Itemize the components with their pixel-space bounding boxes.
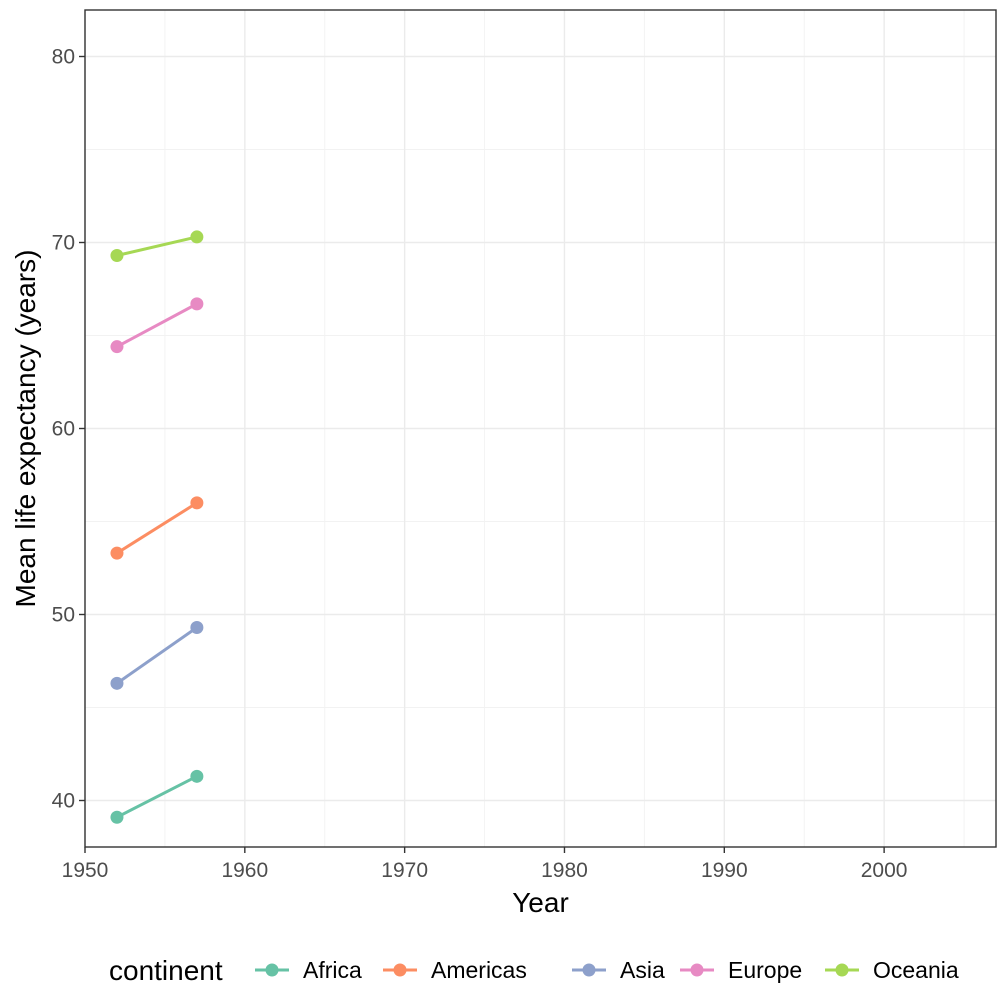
y-tick-label: 70 — [52, 232, 75, 255]
x-tick-label: 2000 — [861, 859, 908, 882]
series-line-europe — [116, 302, 198, 348]
legend-label: Europe — [728, 957, 802, 983]
legend-label: Africa — [303, 957, 362, 983]
legend-label: Oceania — [873, 957, 959, 983]
x-tick-label: 1970 — [381, 859, 428, 882]
data-point-africa — [110, 810, 124, 824]
y-axis: 40 50 60 70 80 — [52, 46, 85, 813]
legend-item-africa: Africa — [255, 957, 362, 983]
series-layer — [110, 230, 204, 824]
x-tick-label: 1990 — [701, 859, 748, 882]
data-point-europe — [190, 297, 204, 311]
x-axis: 1950 1960 1970 1980 1990 2000 — [62, 847, 908, 882]
data-point-europe — [110, 340, 124, 354]
legend-title: continent — [109, 955, 223, 986]
legend-label: Americas — [431, 957, 527, 983]
data-point-oceania — [190, 230, 204, 244]
series-americas — [110, 496, 204, 560]
data-point-oceania — [110, 249, 124, 263]
data-point-americas — [110, 546, 124, 560]
x-tick-label: 1950 — [62, 859, 109, 882]
legend-key-point — [690, 963, 704, 977]
data-point-asia — [110, 676, 124, 690]
series-line-asia — [116, 626, 198, 685]
legend-key-point — [265, 963, 279, 977]
x-axis-title: Year — [512, 887, 569, 918]
series-oceania — [110, 230, 204, 263]
series-line-oceania — [116, 235, 198, 257]
y-tick-label: 40 — [52, 790, 75, 813]
legend-key-point — [582, 963, 596, 977]
legend-item-europe: Europe — [680, 957, 802, 983]
series-line-americas — [116, 501, 198, 555]
legend-label: Asia — [620, 957, 665, 983]
series-africa — [110, 769, 204, 824]
legend-item-asia: Asia — [572, 957, 665, 983]
series-asia — [110, 621, 204, 690]
legend-key-point — [393, 963, 407, 977]
data-point-asia — [190, 621, 204, 635]
y-tick-label: 50 — [52, 604, 75, 627]
x-tick-label: 1980 — [541, 859, 588, 882]
legend: continent Africa Americas Asia Europe Oceani… — [109, 955, 959, 986]
data-point-africa — [190, 769, 204, 783]
series-europe — [110, 297, 204, 354]
series-line-africa — [116, 774, 198, 819]
x-tick-label: 1960 — [221, 859, 268, 882]
legend-item-americas: Americas — [383, 957, 527, 983]
legend-item-oceania: Oceania — [825, 957, 959, 983]
y-tick-label: 80 — [52, 46, 75, 69]
y-tick-label: 60 — [52, 418, 75, 441]
data-point-americas — [190, 496, 204, 510]
legend-key-point — [835, 963, 849, 977]
y-axis-title: Mean life expectancy (years) — [10, 250, 41, 608]
